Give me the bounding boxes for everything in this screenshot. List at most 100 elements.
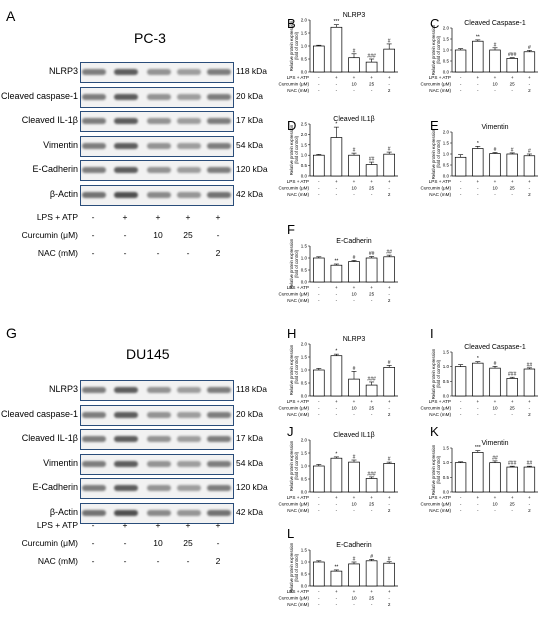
treatment-value: -	[318, 602, 320, 607]
blot-band	[207, 387, 231, 393]
treatment-value: +	[335, 179, 338, 184]
blot-band	[82, 118, 106, 124]
treatment-value: -	[511, 192, 513, 197]
treatment-value: -	[336, 406, 338, 411]
treatment-value: -	[336, 508, 338, 513]
treatment-label: NAC (mM)	[287, 192, 309, 197]
treatment-value: +	[476, 179, 479, 184]
significance-label: #	[353, 455, 356, 461]
protein-label: E-Cadherin	[32, 482, 78, 492]
treatment-label: Curcumin (μM)	[279, 596, 310, 601]
blot-band	[114, 436, 138, 442]
y-tick-label: 1.0	[301, 153, 308, 158]
treatment-value: +	[370, 75, 373, 80]
treatment-value: -	[529, 406, 531, 411]
kda-label: 17 kDa	[236, 433, 263, 443]
bar	[383, 256, 396, 283]
panel-letter: F	[287, 222, 295, 237]
treatment-value: -	[353, 298, 355, 303]
treatment-label: Curcumin (μM)	[21, 230, 78, 240]
y-tick-label: 1.5	[301, 355, 308, 360]
treatment-value: -	[494, 508, 496, 513]
blot-band	[207, 509, 231, 516]
panel-letter: E	[430, 118, 439, 133]
treatment-value: -	[318, 508, 320, 513]
blot-band	[207, 485, 231, 491]
y-tick-label: 1.5	[301, 548, 308, 553]
blot-band	[177, 485, 201, 491]
panel-letter: B	[287, 16, 296, 31]
y-tick-label: 2.0	[443, 130, 450, 135]
treatment-value: -	[529, 186, 531, 191]
y-tick-label: 1.5	[301, 31, 308, 36]
treatment-value: -	[477, 82, 479, 87]
y-tick-label: 1.5	[443, 37, 450, 42]
treatment-value: -	[388, 596, 390, 601]
treatment-value: +	[528, 179, 531, 184]
y-tick-label: 2.5	[301, 122, 308, 127]
treatment-value: -	[336, 82, 338, 87]
y-axis-label: Relative protein expression(fold of cont…	[289, 344, 299, 395]
significance-label: ##	[386, 250, 392, 256]
bar	[365, 384, 378, 397]
treatment-value: +	[215, 212, 221, 222]
blot-band	[82, 93, 106, 100]
treatment-value: +	[511, 75, 514, 80]
treatment-value: -	[529, 82, 531, 87]
treatment-value: -	[318, 292, 320, 297]
treatment-value: -	[318, 399, 320, 404]
y-tick-label: 0.0	[301, 70, 308, 75]
treatment-value: -	[460, 179, 462, 184]
y-tick-label: 1.0	[301, 464, 308, 469]
treatment-label: NAC (mM)	[287, 602, 309, 607]
bar	[348, 378, 360, 397]
bar	[365, 478, 378, 493]
treatment-value: -	[388, 406, 390, 411]
treatment-label: NAC (mM)	[287, 298, 309, 303]
panel-letter: I	[430, 326, 434, 341]
protein-label: Vimentin	[43, 139, 78, 150]
treatment-label: LPS + ATP	[429, 399, 451, 404]
treatment-value: -	[318, 495, 320, 500]
significance-label: #	[353, 255, 356, 261]
chart-E: E Vimentin Relative protein expression(fol…	[421, 118, 538, 197]
treatment-value: +	[353, 75, 356, 80]
treatment-value: 2	[388, 298, 391, 303]
y-tick-label: 2.0	[301, 132, 308, 137]
blot-strip	[80, 404, 234, 426]
treatment-label: LPS + ATP	[287, 399, 309, 404]
treatment-value: -	[371, 412, 373, 417]
blot-strip	[80, 478, 234, 499]
y-axis-label: Relative protein expression(fold of cont…	[289, 440, 299, 491]
blot-band	[147, 411, 171, 418]
treatment-label: NAC (mM)	[287, 412, 309, 417]
chart-F: F E-Cadherin Relative protein expression(f…	[279, 222, 398, 303]
blot-band	[82, 69, 106, 75]
blot-strip	[80, 135, 234, 157]
treatment-value: -	[216, 230, 220, 240]
significance-label: ##	[369, 251, 375, 257]
treatment-value: -	[156, 556, 160, 566]
significance-label: #	[370, 554, 373, 560]
y-tick-label: 2.0	[301, 18, 308, 23]
bar	[472, 40, 484, 73]
treatment-value: +	[388, 495, 391, 500]
treatment-value: -	[336, 88, 338, 93]
treatment-value: 10	[351, 406, 357, 411]
blot-band	[147, 436, 171, 442]
treatment-value: +	[335, 589, 338, 594]
treatment-value: -	[91, 538, 95, 548]
blot-strip	[80, 160, 234, 181]
significance-label: #	[528, 149, 531, 155]
chart-J: J Cleaved IL1β Relative protein expression…	[279, 424, 398, 513]
bar	[348, 261, 360, 283]
treatment-value: -	[91, 520, 95, 530]
significance-label: #	[388, 360, 391, 366]
y-axis-label: Relative protein expression(fold of cont…	[289, 542, 299, 593]
significance-label: #	[528, 45, 531, 51]
blot-band	[114, 167, 138, 173]
treatment-label: NAC (mM)	[287, 508, 309, 513]
treatment-value: -	[318, 298, 320, 303]
y-tick-label: 2.0	[301, 342, 308, 347]
chart-title: E-Cadherin	[336, 542, 372, 549]
